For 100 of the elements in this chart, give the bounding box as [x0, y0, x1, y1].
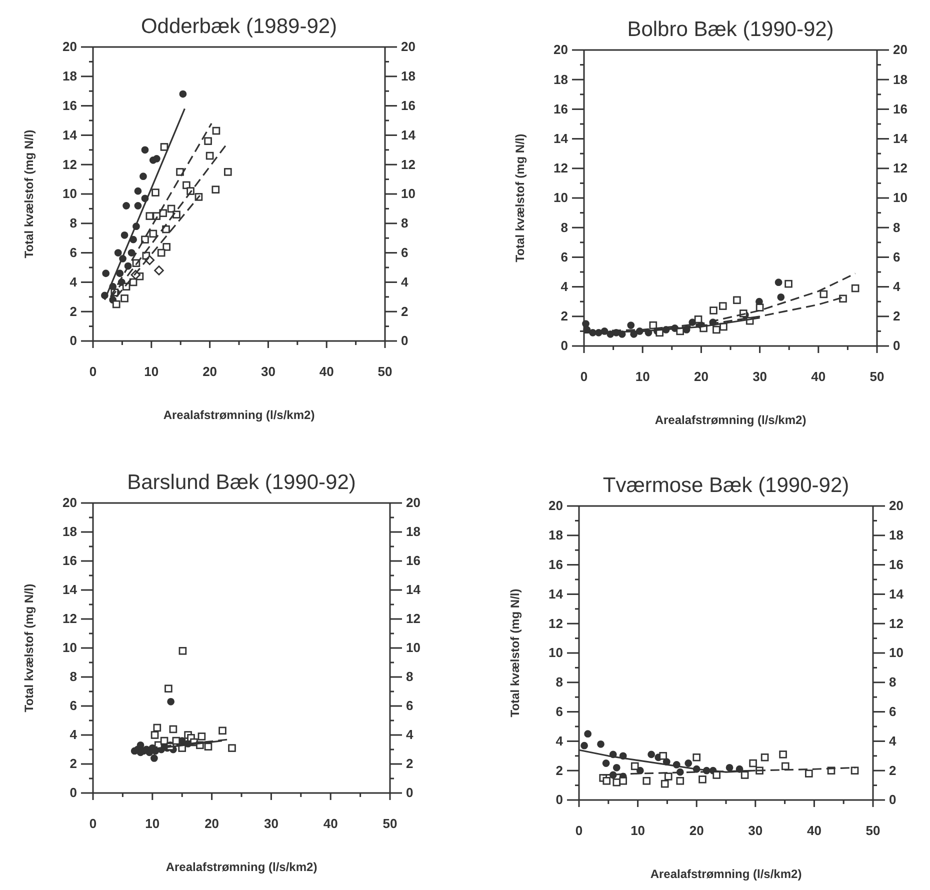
x-tick-label: 40 [323, 816, 338, 832]
y-tick-label: 6 [70, 244, 77, 260]
y2-tick-label: 16 [406, 553, 420, 568]
y2-tick-label: 18 [401, 68, 416, 84]
x-tick-label: 20 [694, 369, 708, 384]
y2-tick-label: 12 [893, 160, 908, 176]
y2-tick-label: 2 [401, 304, 408, 319]
y2-tick-label: 8 [401, 216, 408, 231]
y-tick-label: 0 [70, 785, 77, 800]
y-axis-title: Total kvælstof (mg N/l) [513, 134, 527, 262]
y-tick-label: 20 [62, 495, 77, 510]
y2-tick-label: 20 [889, 498, 904, 514]
y-tick-label: 8 [70, 669, 77, 684]
y-tick-label: 0 [70, 333, 77, 348]
y2-tick-label: 6 [406, 698, 414, 714]
y-tick-label: 14 [554, 130, 569, 146]
y-tick-label: 20 [554, 42, 568, 58]
x-tick-label: 20 [204, 816, 220, 832]
y-tick-label: 16 [554, 101, 568, 116]
y-tick-label: 16 [62, 98, 77, 113]
y2-tick-label: 16 [893, 101, 908, 116]
y-tick-label: 4 [70, 727, 78, 742]
y2-tick-label: 10 [401, 186, 416, 202]
y2-tick-label: 4 [406, 727, 414, 742]
y2-tick-label: 0 [406, 785, 414, 800]
y2-tick-label: 14 [406, 582, 422, 598]
y2-tick-label: 14 [889, 586, 904, 602]
x-tick-label: 30 [260, 364, 276, 380]
y-tick-label: 16 [548, 556, 563, 572]
y-tick-label: 12 [548, 616, 563, 631]
y2-tick-label: 20 [401, 39, 416, 54]
y2-tick-label: 2 [406, 756, 414, 772]
y-axis-title: Total kvælstof (mg N/l) [22, 584, 36, 712]
x-tick-label: 50 [378, 364, 392, 380]
y-tick-label: 0 [560, 338, 568, 354]
x-tick-label: 0 [89, 364, 97, 380]
y-tick-label: 14 [548, 586, 564, 602]
y2-tick-label: 12 [401, 156, 416, 172]
y-tick-label: 8 [560, 220, 568, 235]
x-tick-label: 0 [89, 816, 97, 832]
y2-tick-label: 6 [889, 704, 896, 719]
x-tick-label: 10 [145, 816, 160, 832]
y-tick-label: 4 [70, 274, 78, 290]
y-tick-label: 6 [556, 704, 563, 719]
y-tick-label: 14 [62, 127, 78, 142]
x-tick-label: 40 [319, 364, 334, 380]
x-tick-label: 30 [264, 816, 278, 832]
y-tick-label: 2 [70, 756, 77, 772]
y2-tick-label: 4 [893, 278, 901, 294]
x-tick-label: 50 [870, 369, 884, 384]
y2-tick-label: 0 [893, 338, 900, 354]
y-axis-title: Total kvælstof (mg N/l) [508, 588, 522, 718]
chart-title: Odderbæk (1989-92) [140, 15, 338, 38]
chart-title: Bolbro Bæk (1990-92) [627, 18, 834, 41]
x-axis-title: Arealafstrømning (l/s/km2) [166, 860, 318, 874]
y-tick-label: 8 [70, 216, 77, 231]
y-tick-label: 0 [556, 792, 563, 808]
y-tick-label: 12 [62, 156, 77, 172]
y-tick-label: 4 [560, 278, 569, 294]
y2-tick-label: 20 [893, 42, 908, 58]
y-tick-label: 2 [70, 304, 77, 319]
x-tick-label: 40 [806, 823, 822, 838]
x-tick-label: 40 [811, 369, 826, 384]
x-tick-label: 0 [580, 369, 588, 384]
y2-tick-label: 6 [401, 244, 408, 260]
y2-tick-label: 8 [893, 220, 900, 235]
y-tick-label: 10 [554, 190, 568, 206]
y-tick-label: 20 [548, 498, 563, 514]
y-axis-title: Total kvælstof (mg N/l) [22, 130, 36, 258]
y2-tick-label: 6 [893, 249, 900, 264]
y2-tick-label: 0 [889, 792, 896, 808]
y2-tick-label: 18 [893, 72, 908, 87]
y-tick-label: 20 [62, 39, 77, 54]
y2-tick-label: 0 [401, 333, 408, 348]
y2-tick-label: 12 [889, 616, 904, 631]
y2-tick-label: 14 [401, 127, 416, 142]
y2-tick-label: 8 [889, 674, 896, 690]
x-tick-label: 0 [575, 823, 583, 838]
y2-tick-label: 20 [406, 495, 420, 510]
y-tick-label: 18 [62, 524, 77, 540]
y2-tick-label: 18 [406, 524, 420, 540]
y-tick-label: 12 [554, 160, 568, 176]
x-tick-label: 10 [630, 823, 646, 838]
y-tick-label: 2 [556, 762, 563, 778]
y-tick-label: 14 [62, 582, 78, 598]
y2-tick-label: 4 [401, 274, 409, 290]
y2-tick-label: 2 [889, 762, 896, 778]
y-tick-label: 6 [70, 698, 77, 714]
y2-tick-label: 10 [889, 645, 904, 660]
chart-title: Barslund Bæk (1990-92) [127, 471, 356, 494]
x-tick-label: 50 [382, 816, 398, 832]
x-axis-title: Arealafstrømning (l/s/km2) [650, 867, 802, 881]
chart-title: Tværmose Bæk (1990-92) [602, 474, 850, 497]
y2-tick-label: 10 [406, 640, 420, 656]
y-tick-label: 10 [548, 645, 563, 660]
y-tick-label: 18 [554, 72, 568, 87]
x-tick-label: 10 [144, 364, 159, 380]
y-tick-label: 2 [560, 308, 568, 324]
x-axis-title: Arealafstrømning (l/s/km2) [654, 413, 806, 427]
y-tick-label: 6 [560, 249, 568, 264]
